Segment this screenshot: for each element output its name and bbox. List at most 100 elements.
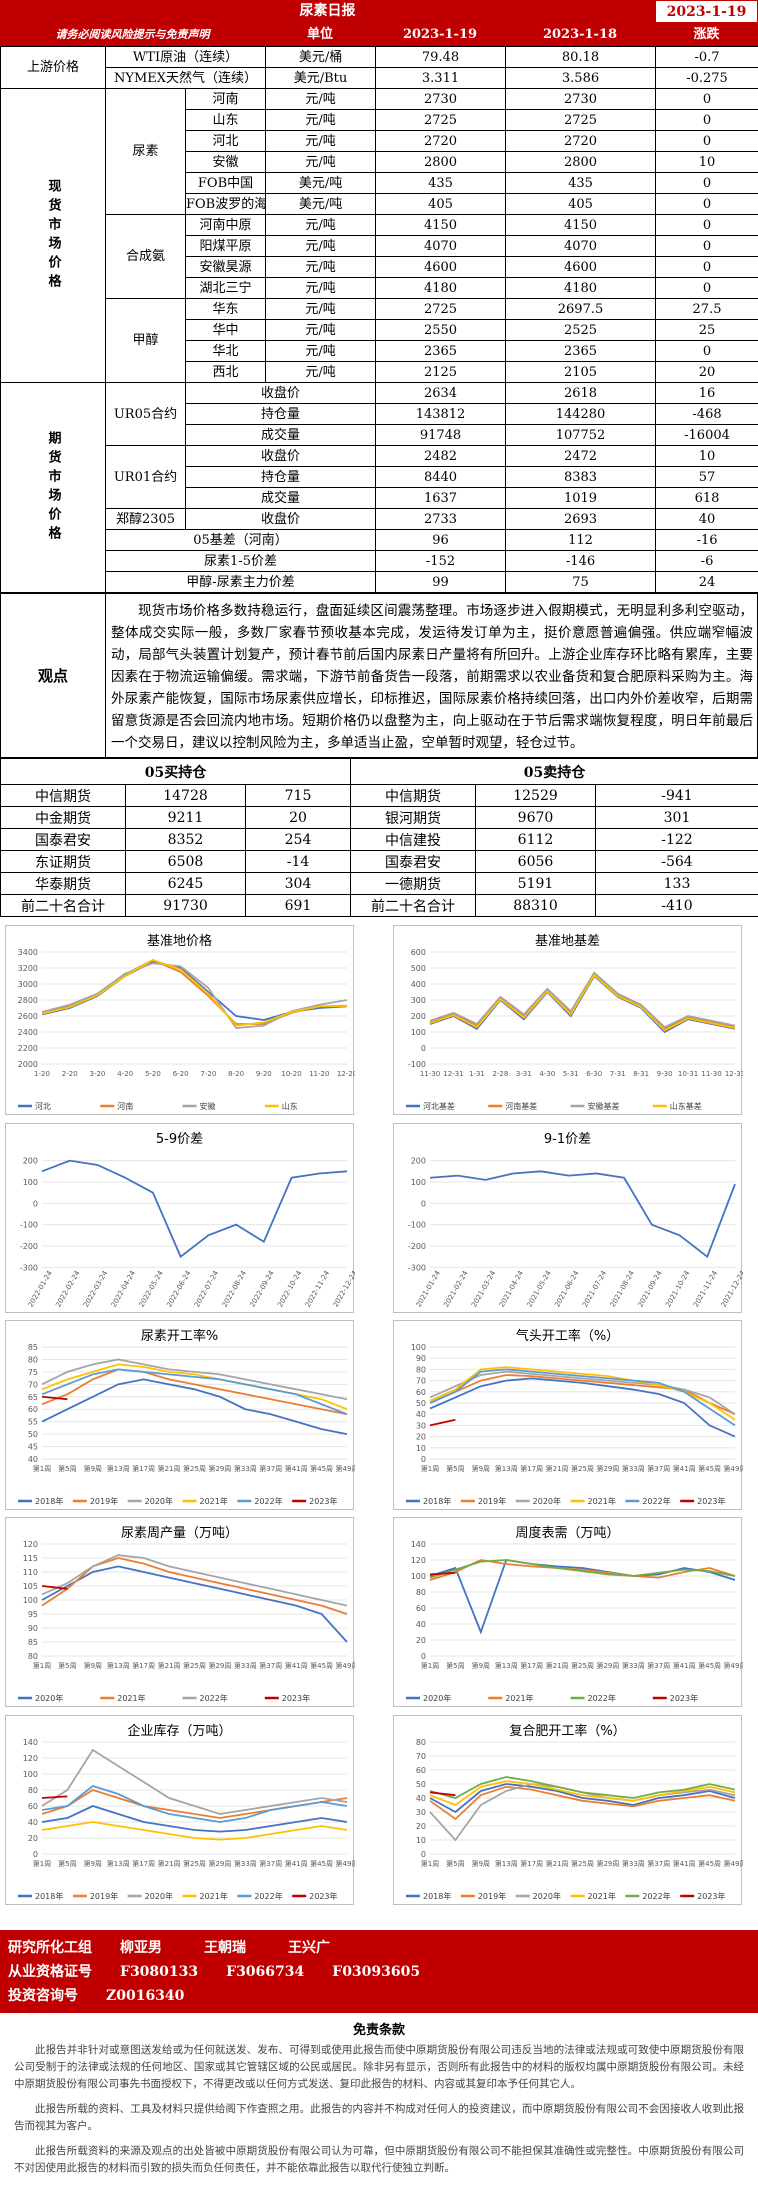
futures-row: 期货市场价格 UR05合约 收盘价 2634 2618 16: [0, 382, 758, 593]
long-vol: 8352: [125, 828, 246, 851]
change-cell: 0: [655, 235, 758, 257]
y-tick-label: 20: [416, 1433, 426, 1442]
footer-line-3: 投资咨询号 Z0016340: [8, 1988, 185, 2004]
legend-label: 2019年: [478, 1891, 506, 1901]
y-tick-label: -200: [408, 1242, 426, 1251]
position-row: 东证期货 6508 -14 国泰君安 6056 -564: [0, 850, 758, 873]
series-line: [41, 1795, 68, 1799]
x-tick-label: 4-20: [117, 1070, 133, 1078]
legend-label: 安徽: [200, 1101, 216, 1111]
series-line: [41, 1805, 348, 1833]
x-tick-label: 2021-10-24: [664, 1269, 692, 1309]
x-tick-label: 第25周: [571, 1859, 594, 1868]
x-tick-label: 2021-01-24: [415, 1269, 443, 1309]
y-tick-label: 80: [416, 1738, 426, 1747]
y-tick-label: 60: [28, 1802, 38, 1811]
x-tick-label: 第17周: [520, 1859, 543, 1868]
value-cell: -146: [505, 550, 657, 572]
y-tick-label: -300: [20, 1263, 38, 1272]
change-cell: -6: [655, 550, 758, 572]
x-tick-label: 第37周: [259, 1859, 282, 1868]
series-line: [41, 962, 348, 1029]
x-tick-label: 6-30: [586, 1070, 602, 1078]
y-tick-label: 0: [421, 1455, 426, 1464]
x-tick-label: 10-31: [678, 1070, 698, 1078]
legend-label: 2019年: [90, 1496, 118, 1506]
y-tick-label: 120: [23, 1540, 38, 1549]
item-name: 甲醇-尿素主力价差: [104, 571, 377, 593]
x-tick-label: 第5周: [446, 1661, 464, 1670]
x-tick-label: 第33周: [622, 1859, 645, 1868]
report-title: 尿素日报: [0, 0, 655, 23]
x-tick-label: 第21周: [546, 1661, 569, 1670]
series-line: [429, 1776, 736, 1799]
spot-row: 华北 元/吨 2365 2365 0: [1, 340, 758, 362]
short-chg: -941: [595, 784, 758, 807]
x-tick-label: 第1周: [421, 1859, 439, 1868]
unit-cell: 元/吨: [265, 235, 377, 257]
report-date: 2023-1-19: [655, 0, 758, 23]
x-tick-label: 第33周: [622, 1661, 645, 1670]
value-cell: 2618: [505, 382, 657, 404]
x-tick-label: 8-20: [228, 1070, 244, 1078]
series-line: [429, 973, 736, 1032]
x-tick-label: 7-20: [200, 1070, 216, 1078]
x-tick-label: 第41周: [673, 1661, 696, 1670]
value-cell: 2725: [505, 109, 657, 131]
futures-row: 05基差（河南） 96 112 -16: [1, 529, 758, 551]
unit-cell: 元/吨: [265, 109, 377, 131]
legend-label: 河南基差: [505, 1101, 537, 1111]
x-tick-label: 第1周: [33, 1464, 51, 1473]
futures-group-label: UR01合约: [105, 445, 186, 509]
x-tick-label: 第17周: [520, 1661, 543, 1670]
legend-label: 2022年: [642, 1496, 670, 1506]
value-cell: 3.311: [375, 67, 507, 89]
long-chg: 691: [245, 894, 351, 917]
x-tick-label: 11-30: [701, 1070, 721, 1078]
x-tick-label: 12-31: [443, 1070, 463, 1078]
x-tick-label: 第5周: [446, 1464, 464, 1473]
value-cell: 2105: [505, 361, 657, 383]
x-tick-label: 第41周: [673, 1464, 696, 1473]
x-tick-label: 第1周: [421, 1661, 439, 1670]
x-tick-label: 1-20: [34, 1070, 50, 1078]
change-cell: 618: [655, 487, 758, 509]
value-cell: 435: [505, 172, 657, 194]
x-tick-label: 第37周: [647, 1464, 670, 1473]
footer-line-1: 研究所化工组 柳亚男 王朝瑞 王兴广: [8, 1940, 330, 1956]
x-tick-label: 第21周: [546, 1859, 569, 1868]
x-tick-label: 第45周: [310, 1859, 333, 1868]
col-unit: 单位: [306, 27, 333, 42]
long-vol: 6245: [125, 872, 246, 895]
item-name: 西北: [184, 361, 267, 383]
change-cell: 0: [655, 172, 758, 194]
legend-label: 2023年: [309, 1891, 337, 1901]
series-line: [429, 1559, 736, 1581]
item-name: 收盘价: [184, 382, 377, 404]
spot-row: 甲醇 华东 元/吨 2725 2697.5 27.5: [1, 298, 758, 383]
series-line: [429, 1170, 736, 1259]
chart-svg: 2000 2200 2400 2600 2800 3000 3200 3400 1-20 2-20…: [18, 948, 355, 1111]
x-tick-label: 第9周: [472, 1859, 490, 1868]
item-name: 安徽昊源: [184, 256, 267, 278]
report-header: 尿素日报 2023-1-19 请务必阅读风险提示与免责声明 单位 2023-1-…: [0, 0, 758, 46]
x-tick-label: 第13周: [495, 1464, 518, 1473]
spot-row: 合成氨 河南中原 元/吨 4150 4150 0: [1, 214, 758, 299]
series-line: [41, 1395, 68, 1401]
position-row: 前二十名合计 91730 691 前二十名合计 88310 -410: [0, 894, 758, 917]
x-tick-label: 12-20: [337, 1070, 355, 1078]
change-cell: 0: [655, 340, 758, 362]
legend-label: 安徽基差: [588, 1101, 620, 1111]
x-tick-label: 第21周: [546, 1464, 569, 1473]
x-tick-label: 9-20: [256, 1070, 272, 1078]
value-cell: 2472: [505, 445, 657, 467]
unit-cell: 元/吨: [265, 130, 377, 152]
series-line: [429, 1368, 736, 1427]
long-name: 前二十名合计: [0, 894, 126, 917]
long-name: 东证期货: [0, 850, 126, 873]
legend-label: 2019年: [90, 1891, 118, 1901]
x-tick-label: 5-31: [563, 1070, 579, 1078]
chart-svg: 40 45 50 55 60 65 70 75 80 85 第1周 第5周 第9周 第13周 第17周 第21…: [18, 1343, 355, 1506]
x-tick-label: 第17周: [520, 1464, 543, 1473]
item-name: 华北: [184, 340, 267, 362]
